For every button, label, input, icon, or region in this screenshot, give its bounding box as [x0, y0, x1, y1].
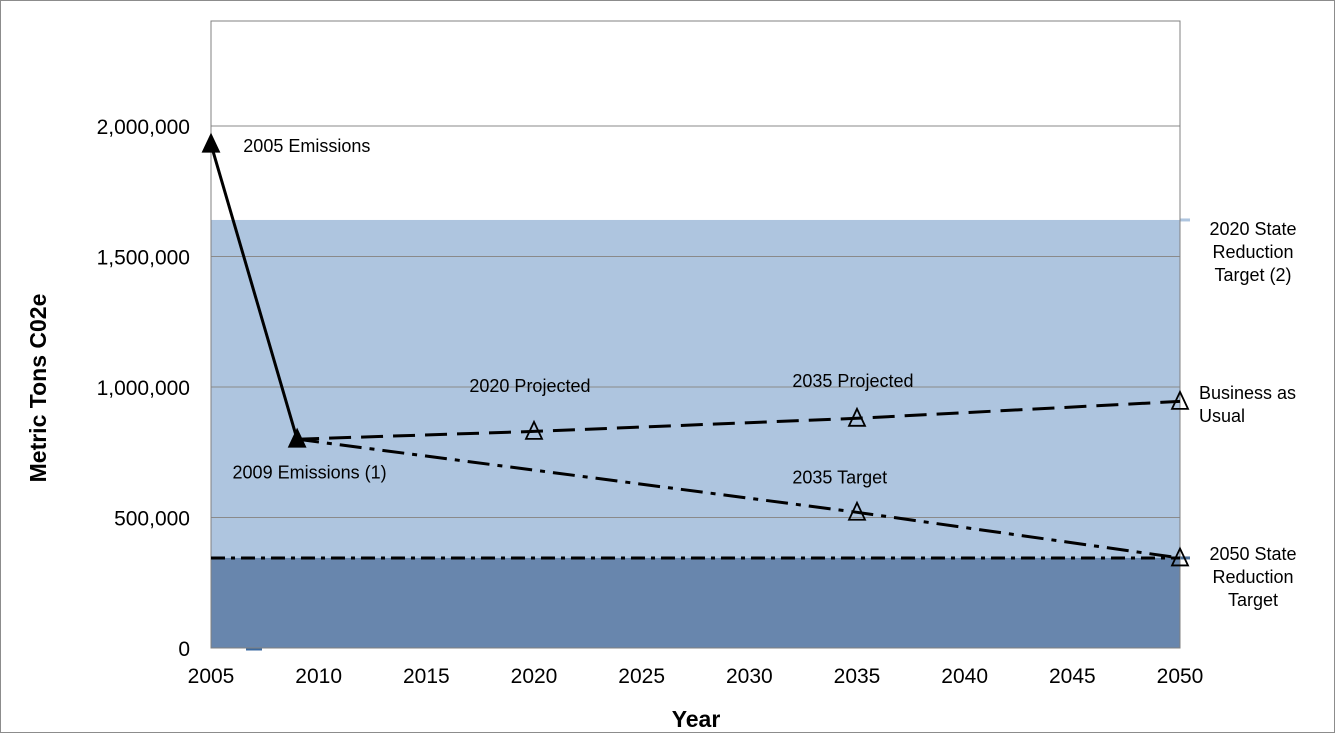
y-tick-label: 1,500,000: [97, 247, 190, 270]
side-label-line: Usual: [1199, 406, 1245, 426]
marker-s1-p1: [524, 419, 544, 440]
x-tick-label: 2030: [726, 665, 773, 688]
marker-s1-p3: [1170, 389, 1190, 410]
plot-border: [210, 20, 1181, 649]
x-tick-label: 2005: [188, 665, 235, 688]
marker-s0-p1: [287, 427, 307, 448]
x-axis-title: Year: [672, 706, 721, 732]
marker-s2-p1: [847, 500, 867, 521]
y-tick-label: 500,000: [114, 508, 190, 531]
x-tick-label: 2045: [1049, 665, 1096, 688]
band-2050-target: [211, 557, 1180, 648]
x-tick-label: 2050: [1157, 665, 1204, 688]
side-label-line: Reduction: [1212, 242, 1293, 262]
x-tick-label: 2040: [941, 665, 988, 688]
marker-s1-p2: [847, 406, 867, 427]
side-label-line: Target (2): [1214, 265, 1291, 285]
series-line-2: [296, 437, 1181, 560]
x-tick-label: 2020: [511, 665, 558, 688]
y-tick-label: 1,000,000: [97, 377, 190, 400]
y-tick-label: 0: [178, 638, 190, 661]
y-axis-title: Metric Tons C02e: [25, 294, 51, 483]
series-layer: [209, 143, 1181, 560]
side-label-line: Reduction: [1212, 567, 1293, 587]
annotation-label: 2035 Projected: [792, 371, 913, 391]
axes-layer: [210, 20, 1181, 649]
labels-layer: Year Metric Tons C02e 0 500,000 1,000,000 1…: [25, 116, 1297, 732]
annotation-label: 2035 Target: [792, 468, 887, 488]
series-line-1: [297, 399, 1181, 441]
series-line-0: [209, 143, 299, 440]
x-tick-label: 2035: [834, 665, 881, 688]
side-label-line: Business as: [1199, 383, 1296, 403]
x-tick-label: 2010: [295, 665, 342, 688]
x-tick-label: 2025: [618, 665, 665, 688]
annotation-label: 2009 Emissions (1): [233, 462, 387, 482]
side-label-line: 2050 State: [1209, 544, 1296, 564]
marker-s2-p2: [1170, 546, 1190, 567]
grid-layer: [211, 125, 1180, 518]
marker-s0-p0: [201, 132, 221, 153]
side-label-line: 2020 State: [1209, 219, 1296, 239]
side-label-line: Target: [1228, 590, 1278, 610]
annotation-label: 2020 Projected: [469, 376, 590, 396]
markers-layer: [201, 132, 1190, 567]
bands-layer: [211, 21, 1190, 651]
y-tick-label: 2,000,000: [97, 116, 190, 139]
annotation-label: 2005 Emissions: [243, 136, 370, 156]
x-tick-label: 2015: [403, 665, 450, 688]
